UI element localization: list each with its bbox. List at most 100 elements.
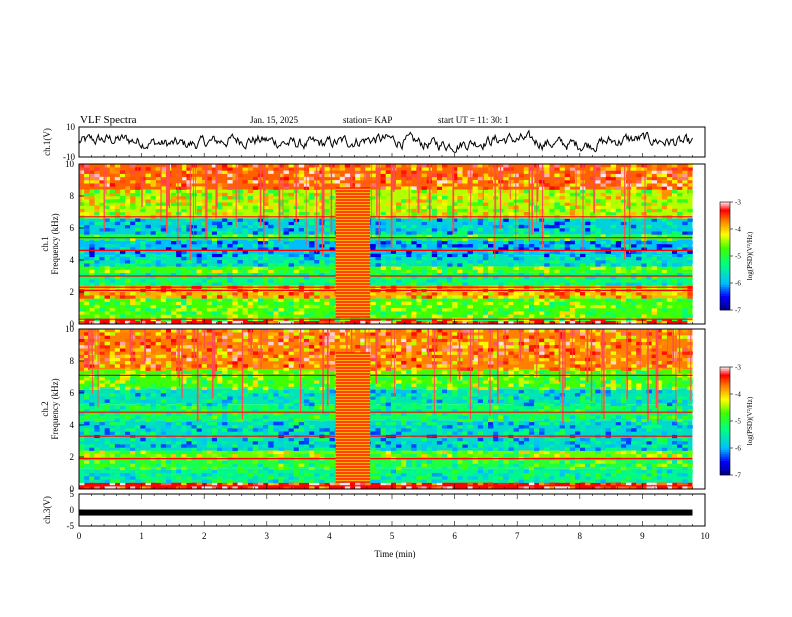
spectrogram-cell	[105, 447, 110, 451]
spectrogram-cell	[156, 199, 161, 203]
spectrogram-cell	[652, 199, 657, 203]
spectrogram-cell	[647, 174, 652, 178]
spectrogram-cell	[248, 431, 253, 435]
spectrogram-cell	[549, 441, 554, 445]
spectrogram-cell	[687, 241, 692, 245]
spectrogram-cell	[519, 231, 524, 235]
spectrogram-cell	[84, 311, 89, 315]
spectrogram-cell	[381, 212, 386, 216]
spectrogram-cell	[652, 302, 657, 306]
spectrogram-cell	[462, 228, 467, 232]
spectrogram-cell	[355, 177, 360, 181]
spectrogram-cell	[554, 244, 559, 248]
spectrogram-cell	[447, 279, 452, 283]
spectrogram-cell	[401, 206, 406, 210]
spectrogram-cell	[273, 254, 278, 258]
spectrogram-cell	[110, 193, 115, 197]
spectrogram-cell	[662, 463, 667, 467]
spectrogram-cell	[498, 467, 503, 471]
spectrogram-cell	[570, 167, 575, 171]
spectrogram-cell	[462, 260, 467, 264]
spectrogram-cell	[560, 302, 565, 306]
spectrogram-cell	[84, 270, 89, 274]
spectrogram-cell	[299, 190, 304, 194]
spectrogram-cell	[197, 180, 202, 184]
spectrogram-cell	[309, 292, 314, 296]
spectrogram-cell	[595, 206, 600, 210]
spectrogram-cell	[135, 311, 140, 315]
spectrogram-cell	[176, 422, 181, 426]
spectrogram-cell	[181, 419, 186, 423]
spectrogram-cell	[186, 202, 191, 206]
spectrogram-cell	[483, 311, 488, 315]
spectrogram-cell	[657, 476, 662, 480]
spectrogram-cell	[549, 218, 554, 222]
spectrogram-cell	[570, 254, 575, 258]
spectrogram-cell	[115, 177, 120, 181]
spectrogram-cell	[181, 282, 186, 286]
spectrogram-cell	[253, 419, 258, 423]
spectrogram-cell	[151, 167, 156, 171]
spectrogram-cell	[611, 186, 616, 190]
spectrogram-cell	[401, 295, 406, 299]
spectrogram-cell	[217, 263, 222, 267]
spectrogram-cell	[217, 206, 222, 210]
spectrogram-cell	[534, 279, 539, 283]
spectrogram-cell	[125, 202, 130, 206]
spectrogram-cell	[197, 270, 202, 274]
spectrogram-cell	[626, 180, 631, 184]
spectrogram-cell	[524, 311, 529, 315]
spectrogram-cell	[125, 451, 130, 455]
spectrogram-cell	[140, 209, 145, 213]
spectrogram-cell	[667, 298, 672, 302]
spectrogram-cell	[411, 225, 416, 229]
spectrogram-cell	[590, 254, 595, 258]
spectrogram-cell	[437, 279, 442, 283]
spectrogram-cell	[268, 170, 273, 174]
spectrogram-cell	[626, 476, 631, 480]
spectrogram-cell	[442, 241, 447, 245]
spectrogram-cell	[222, 183, 227, 187]
spectrogram-cell	[278, 308, 283, 312]
spectrogram-cell	[437, 167, 442, 171]
spectrogram-cell	[457, 428, 462, 432]
spectrogram-cell	[381, 266, 386, 270]
spectrogram-cell	[590, 308, 595, 312]
spectrogram-cell	[554, 292, 559, 296]
spectrogram-cell	[601, 241, 606, 245]
spectrogram-cell	[151, 428, 156, 432]
spectrogram-cell	[120, 451, 125, 455]
spectrogram-cell	[212, 260, 217, 264]
spectrogram-cell	[140, 177, 145, 181]
spectrogram-cell	[330, 231, 335, 235]
spectrogram-cell	[667, 206, 672, 210]
spectrogram-cell	[534, 447, 539, 451]
spectrogram-cell	[570, 447, 575, 451]
spectrogram-cell	[197, 254, 202, 258]
spectrogram-cell	[575, 292, 580, 296]
spectrogram-cell	[258, 260, 263, 264]
spectrogram-cell	[621, 270, 626, 274]
spectrogram-cell	[590, 225, 595, 229]
spectrogram-cell	[560, 311, 565, 315]
spectrogram-cell	[473, 295, 478, 299]
spectrogram-cell	[641, 476, 646, 480]
spectrogram-cell	[181, 467, 186, 471]
spectrogram-cell	[171, 305, 176, 309]
spectrogram-cell	[493, 470, 498, 474]
spectrogram-cell	[580, 314, 585, 318]
spectrogram-cell	[186, 260, 191, 264]
spectrogram-cell	[595, 451, 600, 455]
spectrogram-cell	[493, 479, 498, 483]
spectrogram-cell	[181, 225, 186, 229]
spectrogram-cell	[544, 244, 549, 248]
spectrogram-cell	[140, 470, 145, 474]
spectrogram-cell	[652, 231, 657, 235]
spectrogram-cell	[687, 218, 692, 222]
spectrogram-cell	[575, 302, 580, 306]
spectrogram-cell	[590, 257, 595, 261]
spectrogram-cell	[677, 260, 682, 264]
spectrogram-cell	[304, 186, 309, 190]
spectrogram-cell	[687, 463, 692, 467]
spectrogram-cell	[330, 460, 335, 464]
